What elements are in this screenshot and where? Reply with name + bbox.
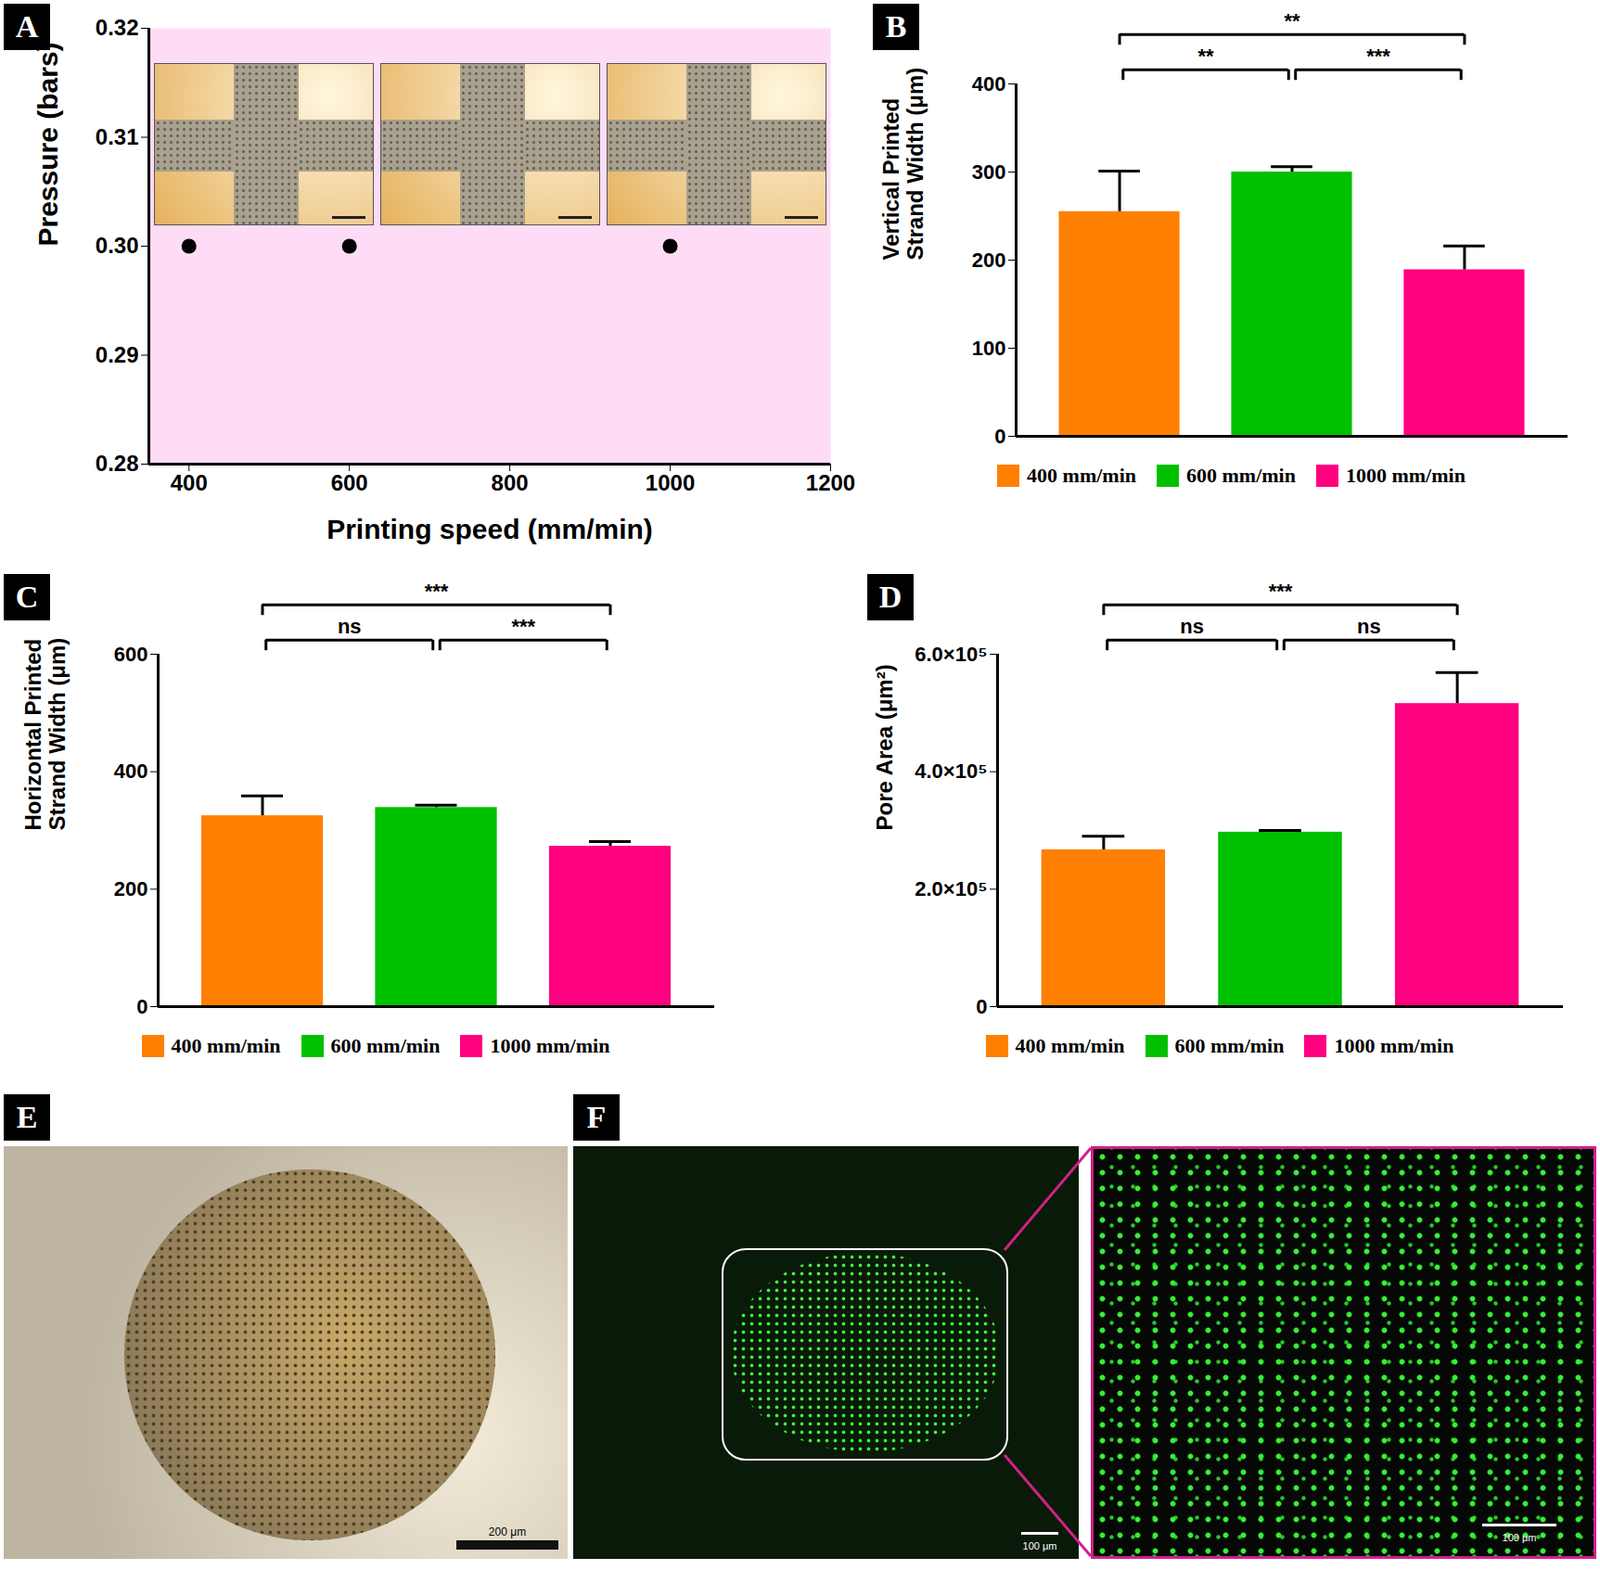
svg-text:2.0×10⁵: 2.0×10⁵ <box>914 877 987 901</box>
svg-text:600: 600 <box>331 470 369 496</box>
html-text:400 mm/min: 400 mm/min <box>1015 1034 1125 1058</box>
svg-text:1200: 1200 <box>806 470 856 496</box>
svg-text:0.32: 0.32 <box>95 14 140 40</box>
svg-text:100: 100 <box>972 336 1007 360</box>
svg-text:**: ** <box>1283 9 1301 33</box>
svg-text:ns: ns <box>1356 614 1382 639</box>
svg-text:Pressure (bars): Pressure (bars) <box>32 41 64 246</box>
html-text:100 μm: 100 μm <box>1022 1540 1057 1552</box>
svg-text:1000: 1000 <box>645 470 695 496</box>
html-text:100 μm: 100 μm <box>1502 1532 1537 1544</box>
svg-text:***: *** <box>1366 44 1391 68</box>
html-text:A: A <box>15 9 39 44</box>
html-text:600 mm/min: 600 mm/min <box>330 1034 441 1058</box>
svg-text:**: ** <box>1197 44 1215 68</box>
svg-text:***: *** <box>511 614 536 639</box>
html-text:600 mm/min: 600 mm/min <box>1186 463 1296 487</box>
svg-text:200: 200 <box>972 248 1007 272</box>
svg-text:6.0×10⁵: 6.0×10⁵ <box>914 642 987 666</box>
svg-text:***: *** <box>424 579 449 603</box>
svg-text:0.28: 0.28 <box>95 450 140 476</box>
svg-text:0.30: 0.30 <box>95 232 140 258</box>
html-text:D: D <box>879 579 902 615</box>
svg-text:ns: ns <box>337 614 362 639</box>
svg-text:200: 200 <box>114 877 149 901</box>
html-text:1000 mm/min: 1000 mm/min <box>490 1034 610 1058</box>
html-text:200 μm: 200 μm <box>488 1525 527 1539</box>
html-text:C: C <box>15 579 39 615</box>
svg-text:600: 600 <box>114 642 149 666</box>
svg-text:Horizontal PrintedStrand Width: Horizontal PrintedStrand Width (μm) <box>20 638 70 832</box>
svg-text:ns: ns <box>1179 614 1204 639</box>
svg-text:400: 400 <box>170 470 208 496</box>
svg-text:Printing speed (mm/min): Printing speed (mm/min) <box>326 513 653 545</box>
svg-text:4.0×10⁵: 4.0×10⁵ <box>914 759 987 783</box>
svg-text:400: 400 <box>972 72 1007 96</box>
html-text:E: E <box>16 1100 38 1135</box>
svg-text:300: 300 <box>972 160 1007 184</box>
svg-text:800: 800 <box>491 470 529 496</box>
svg-text:0.31: 0.31 <box>95 124 140 150</box>
html-text:F: F <box>586 1100 607 1135</box>
html-text:1000 mm/min: 1000 mm/min <box>1345 463 1466 487</box>
svg-text:0.29: 0.29 <box>95 342 140 368</box>
html-text:1000 mm/min: 1000 mm/min <box>1334 1034 1454 1058</box>
html-text:B: B <box>885 9 907 44</box>
svg-text:400: 400 <box>114 759 149 783</box>
html-text:400 mm/min: 400 mm/min <box>171 1034 281 1058</box>
svg-text:0: 0 <box>975 995 987 1019</box>
html-text:600 mm/min: 600 mm/min <box>1174 1034 1285 1058</box>
svg-text:Vertical PrintedStrand Width (: Vertical PrintedStrand Width (μm) <box>878 67 928 261</box>
svg-text:***: *** <box>1268 579 1293 603</box>
svg-text:0: 0 <box>994 424 1006 448</box>
svg-text:0: 0 <box>136 995 148 1019</box>
svg-text:Pore Area (μm²): Pore Area (μm²) <box>871 664 897 831</box>
html-text:400 mm/min: 400 mm/min <box>1026 463 1137 487</box>
